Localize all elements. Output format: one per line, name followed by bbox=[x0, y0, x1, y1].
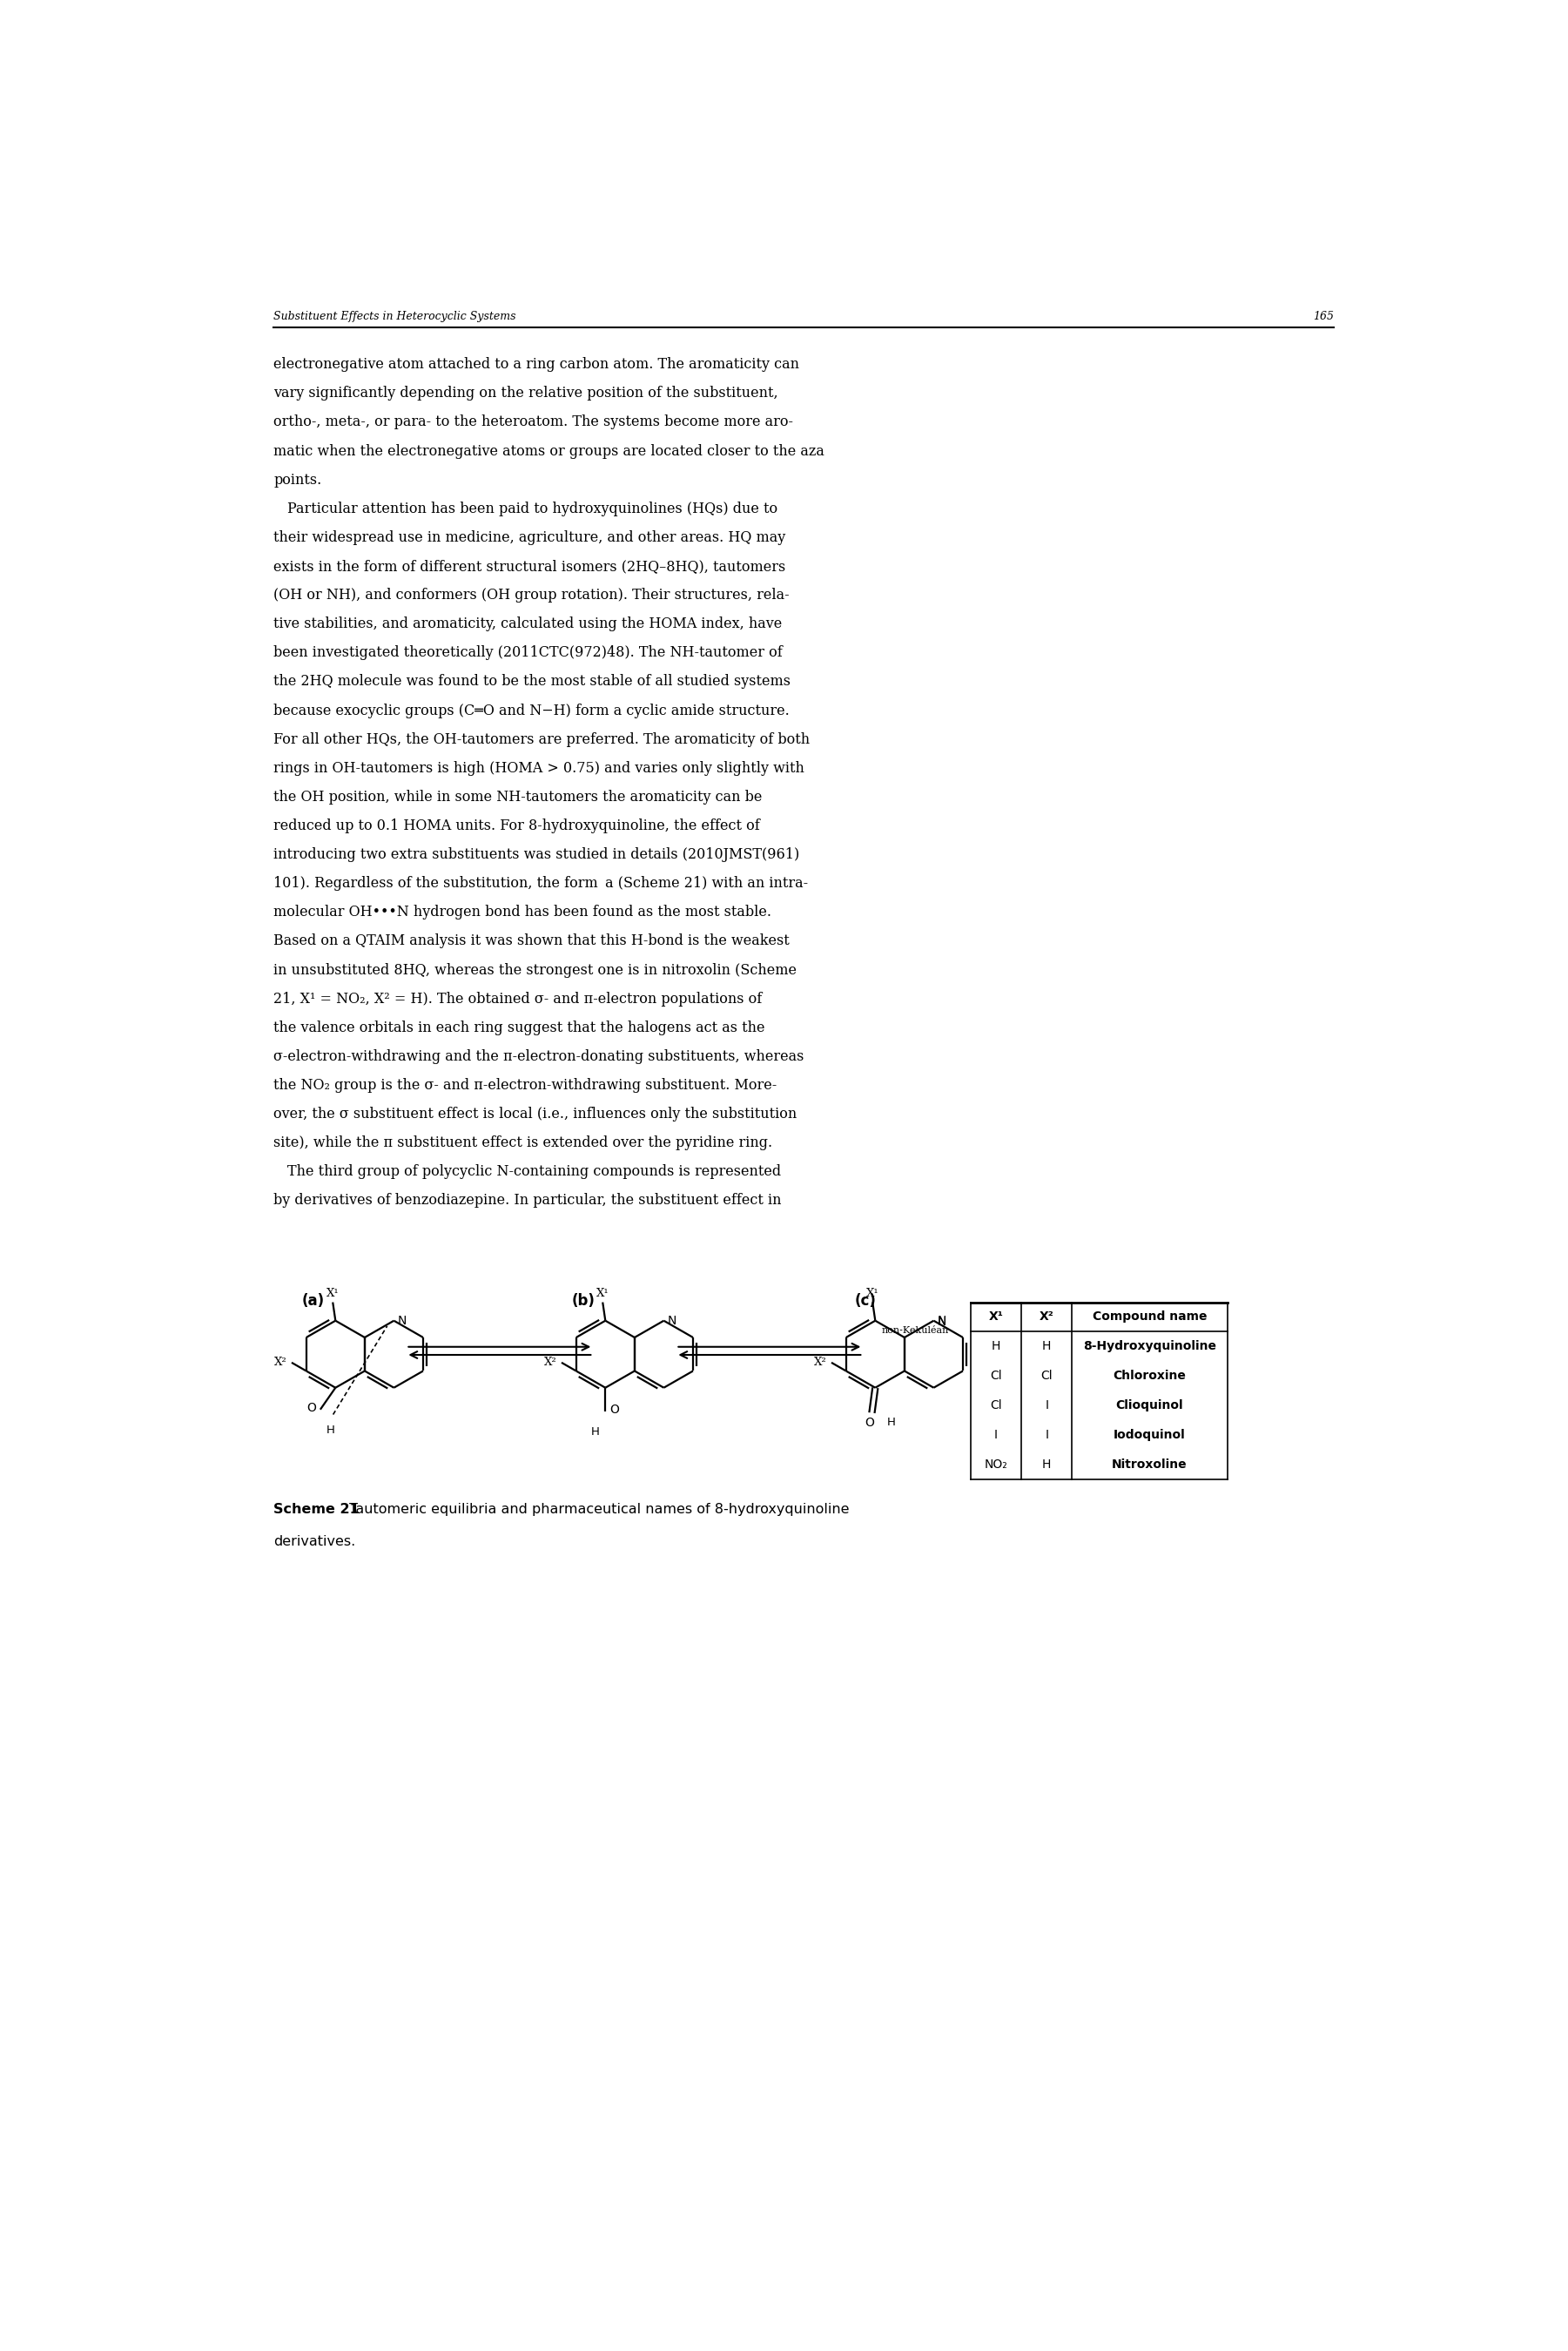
Text: σ-electron-withdrawing and the π-electron-donating substituents, whereas: σ-electron-withdrawing and the π-electro… bbox=[273, 1049, 804, 1065]
Text: Clioquinol: Clioquinol bbox=[1116, 1399, 1184, 1411]
Text: the NO₂ group is the σ- and π-electron-withdrawing substituent. More-: the NO₂ group is the σ- and π-electron-w… bbox=[273, 1079, 778, 1093]
Text: because exocyclic groups (C═O and N−H) form a cyclic amide structure.: because exocyclic groups (C═O and N−H) f… bbox=[273, 703, 790, 717]
Text: N: N bbox=[398, 1314, 408, 1326]
Text: 165: 165 bbox=[1312, 310, 1334, 322]
Text: H: H bbox=[991, 1340, 1000, 1352]
Text: 8-Hydroxyquinoline: 8-Hydroxyquinoline bbox=[1083, 1340, 1217, 1352]
Text: (b): (b) bbox=[572, 1293, 594, 1310]
Text: I: I bbox=[994, 1429, 997, 1441]
Text: reduced up to 0.1 HOMA units. For 8-hydroxyquinoline, the effect of: reduced up to 0.1 HOMA units. For 8-hydr… bbox=[273, 818, 760, 832]
Text: tive stabilities, and aromaticity, calculated using the HOMA index, have: tive stabilities, and aromaticity, calcu… bbox=[273, 616, 782, 632]
Text: X¹: X¹ bbox=[989, 1312, 1004, 1324]
Text: H: H bbox=[887, 1418, 895, 1427]
Text: X²: X² bbox=[274, 1357, 287, 1368]
Text: O: O bbox=[307, 1401, 317, 1415]
Text: rings in OH-tautomers is high (HOMA > 0.75) and varies only slightly with: rings in OH-tautomers is high (HOMA > 0.… bbox=[273, 762, 804, 776]
Text: 101). Regardless of the substitution, the form  a (Scheme 21) with an intra-: 101). Regardless of the substitution, th… bbox=[273, 877, 808, 891]
Text: vary significantly depending on the relative position of the substituent,: vary significantly depending on the rela… bbox=[273, 386, 778, 402]
Text: X²: X² bbox=[1040, 1312, 1054, 1324]
Text: the valence orbitals in each ring suggest that the halogens act as the: the valence orbitals in each ring sugges… bbox=[273, 1020, 765, 1034]
Text: by derivatives of benzodiazepine. In particular, the substituent effect in: by derivatives of benzodiazepine. In par… bbox=[273, 1194, 781, 1208]
Text: Cl: Cl bbox=[989, 1371, 1002, 1382]
Text: Substituent Effects in Heterocyclic Systems: Substituent Effects in Heterocyclic Syst… bbox=[273, 310, 516, 322]
Text: (OH or NH), and conformers (OH group rotation). Their structures, rela-: (OH or NH), and conformers (OH group rot… bbox=[273, 588, 790, 602]
Text: O: O bbox=[610, 1404, 619, 1415]
Text: H: H bbox=[1043, 1458, 1051, 1472]
Text: H: H bbox=[591, 1427, 599, 1436]
Text: points.: points. bbox=[273, 473, 321, 487]
Text: their widespread use in medicine, agriculture, and other areas. HQ may: their widespread use in medicine, agricu… bbox=[273, 531, 786, 545]
Text: Based on a QTAIM analysis it was shown that this H-bond is the weakest: Based on a QTAIM analysis it was shown t… bbox=[273, 933, 790, 947]
Text: I: I bbox=[1044, 1429, 1049, 1441]
Text: For all other HQs, the OH-tautomers are preferred. The aromaticity of both: For all other HQs, the OH-tautomers are … bbox=[273, 731, 811, 748]
Text: Chloroxine: Chloroxine bbox=[1113, 1371, 1185, 1382]
Text: X¹: X¹ bbox=[596, 1288, 608, 1300]
Text: introducing two extra substituents was studied in details (2010JMST(961): introducing two extra substituents was s… bbox=[273, 846, 800, 863]
Text: (c): (c) bbox=[855, 1293, 877, 1310]
Text: the OH position, while in some NH-tautomers the aromaticity can be: the OH position, while in some NH-tautom… bbox=[273, 790, 762, 804]
Text: Cl: Cl bbox=[1041, 1371, 1052, 1382]
Text: Tautomeric equilibria and pharmaceutical names of 8-hydroxyquinoline: Tautomeric equilibria and pharmaceutical… bbox=[345, 1502, 848, 1516]
Text: molecular OH•••N hydrogen bond has been found as the most stable.: molecular OH•••N hydrogen bond has been … bbox=[273, 905, 771, 919]
Text: N: N bbox=[938, 1314, 947, 1326]
Text: X²: X² bbox=[544, 1357, 557, 1368]
Text: matic when the electronegative atoms or groups are located closer to the aza: matic when the electronegative atoms or … bbox=[273, 444, 825, 458]
Text: ortho-, meta-, or para- to the heteroatom. The systems become more aro-: ortho-, meta-, or para- to the heteroato… bbox=[273, 414, 793, 430]
Text: derivatives.: derivatives. bbox=[273, 1535, 356, 1547]
Text: non-Kekuléan: non-Kekuléan bbox=[883, 1326, 949, 1335]
Text: O: O bbox=[864, 1418, 873, 1429]
Text: Scheme 21: Scheme 21 bbox=[273, 1502, 359, 1516]
Text: over, the σ substituent effect is local (i.e., influences only the substitution: over, the σ substituent effect is local … bbox=[273, 1107, 797, 1121]
Text: I: I bbox=[1044, 1399, 1049, 1411]
Text: electronegative atom attached to a ring carbon atom. The aromaticity can: electronegative atom attached to a ring … bbox=[273, 357, 800, 371]
Text: site), while the π substituent effect is extended over the pyridine ring.: site), while the π substituent effect is… bbox=[273, 1136, 773, 1150]
Text: (a): (a) bbox=[301, 1293, 325, 1310]
Text: The third group of polycyclic N-containing compounds is represented: The third group of polycyclic N-containi… bbox=[273, 1164, 781, 1180]
Text: X¹: X¹ bbox=[326, 1288, 339, 1300]
Text: Cl: Cl bbox=[989, 1399, 1002, 1411]
Text: X²: X² bbox=[814, 1357, 826, 1368]
Text: 21, X¹ = NO₂, X² = H). The obtained σ- and π-electron populations of: 21, X¹ = NO₂, X² = H). The obtained σ- a… bbox=[273, 992, 762, 1006]
Text: Iodoquinol: Iodoquinol bbox=[1113, 1429, 1185, 1441]
Text: in unsubstituted 8HQ, whereas the strongest one is in nitroxolin (Scheme: in unsubstituted 8HQ, whereas the strong… bbox=[273, 962, 797, 978]
Text: the 2HQ molecule was found to be the most stable of all studied systems: the 2HQ molecule was found to be the mos… bbox=[273, 675, 790, 689]
Text: been investigated theoretically (2011CTC(972)48). The NH-tautomer of: been investigated theoretically (2011CTC… bbox=[273, 647, 782, 661]
Text: H: H bbox=[1043, 1340, 1051, 1352]
Text: H: H bbox=[326, 1425, 334, 1436]
Text: X¹: X¹ bbox=[866, 1288, 880, 1300]
Text: Compound name: Compound name bbox=[1093, 1312, 1207, 1324]
Text: Particular attention has been paid to hydroxyquinolines (HQs) due to: Particular attention has been paid to hy… bbox=[273, 501, 778, 517]
Text: N: N bbox=[668, 1314, 677, 1326]
Text: Nitroxoline: Nitroxoline bbox=[1112, 1458, 1187, 1472]
Text: N: N bbox=[938, 1317, 947, 1328]
Text: NO₂: NO₂ bbox=[985, 1458, 1008, 1472]
Text: exists in the form of different structural isomers (2HQ–8HQ), tautomers: exists in the form of different structur… bbox=[273, 560, 786, 574]
